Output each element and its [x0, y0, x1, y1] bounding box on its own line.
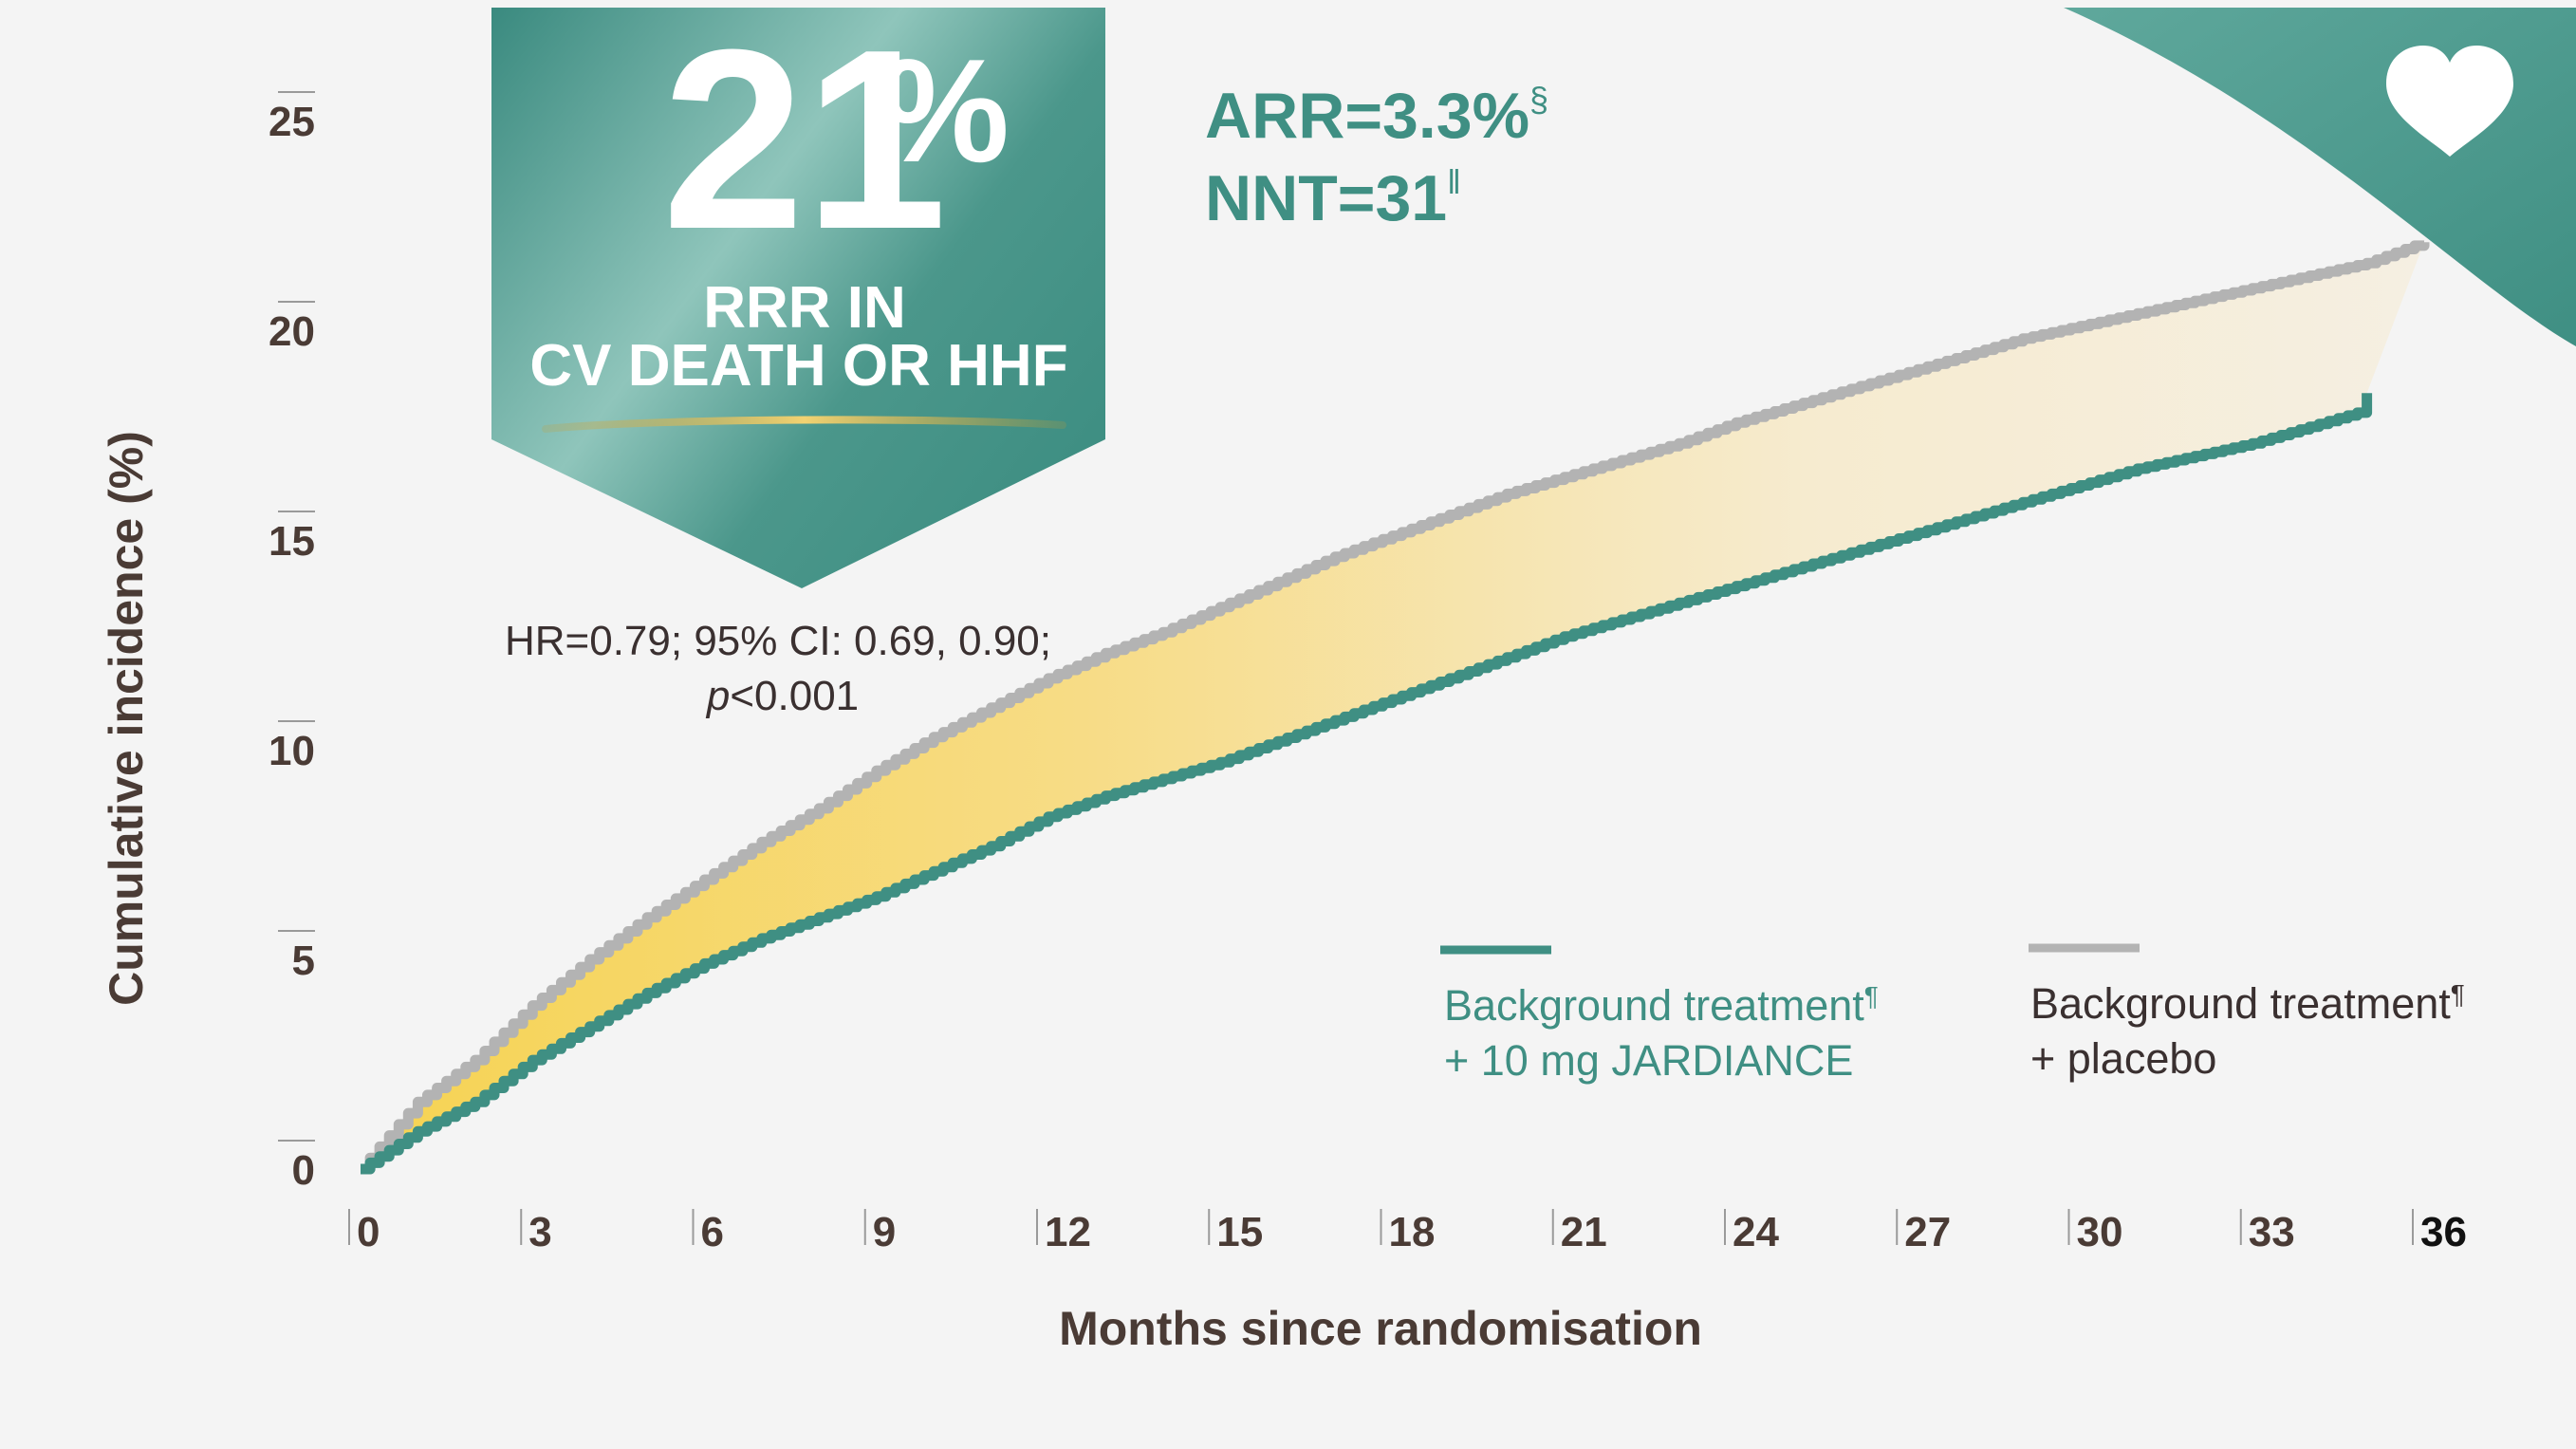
difference-band	[361, 242, 2424, 1169]
y-tick-label: 0	[292, 1147, 315, 1194]
legend-jardiance-line1: Background treatment	[1444, 981, 1864, 1030]
legend-placebo-footnote: ¶	[2451, 979, 2465, 1009]
y-tick-label: 10	[269, 728, 315, 774]
x-axis-title: Months since randomisation	[1059, 1302, 1702, 1355]
legend-placebo-line2: + placebo	[2030, 1034, 2216, 1083]
legend-jardiance-line2: + 10 mg JARDIANCE	[1444, 1036, 1853, 1085]
x-tick-label: 6	[701, 1209, 724, 1255]
x-tick-label: 18	[1389, 1209, 1436, 1255]
series-line-jardiance	[361, 390, 2373, 1175]
y-axis-title: Cumulative incidence (%)	[100, 431, 153, 1006]
x-tick-label: 3	[528, 1209, 551, 1255]
rrr-banner	[491, 8, 1105, 588]
x-tick-label: 36	[2420, 1209, 2467, 1255]
nnt-footnote: ‖	[1447, 162, 1461, 201]
heart-icon	[2386, 46, 2513, 157]
y-tick-label: 15	[269, 518, 315, 565]
x-axis: 0 3 6 9 12 15 18 21 24 27 30 33 36	[348, 1209, 2467, 1255]
x-tick-label: 12	[1045, 1209, 1091, 1255]
nnt-value: NNT=31	[1205, 162, 1447, 234]
series-line-placebo	[361, 240, 2430, 1175]
x-tick-label: 15	[1216, 1209, 1263, 1255]
y-axis: 0 5 10 15 20 25	[269, 91, 315, 1194]
x-tick-label: 9	[873, 1209, 896, 1255]
p-symbol: p	[705, 673, 730, 719]
p-value: p<0.001	[705, 673, 859, 719]
legend-jardiance-footnote: ¶	[1864, 981, 1879, 1011]
legend-label-jardiance: Background treatment¶	[1444, 981, 1879, 1030]
x-tick-label: 21	[1561, 1209, 1607, 1255]
y-tick-label: 25	[269, 99, 315, 145]
x-tick-label: 33	[2249, 1209, 2295, 1255]
gold-underline	[542, 416, 1066, 433]
x-tick-label: 24	[1733, 1209, 1779, 1255]
y-tick-label: 5	[292, 938, 315, 984]
hazard-ratio: HR=0.79; 95% CI: 0.69, 0.90;	[505, 618, 1051, 664]
rrr-label-line1: RRR IN	[703, 275, 906, 341]
arr-stat: ARR=3.3%§	[1205, 80, 1548, 152]
nnt-stat: NNT=31‖	[1205, 162, 1461, 234]
rrr-percent-sign: %	[879, 28, 1010, 193]
x-tick-label: 30	[2077, 1209, 2123, 1255]
arr-footnote: §	[1529, 80, 1548, 119]
y-tick-label: 20	[269, 308, 315, 355]
rrr-big-number: 21	[662, 0, 947, 283]
x-tick-label: 27	[1904, 1209, 1951, 1255]
arr-value: ARR=3.3%	[1205, 80, 1529, 152]
legend-placebo-line1: Background treatment	[2030, 979, 2451, 1028]
p-number: <0.001	[730, 673, 859, 719]
legend-label-placebo: Background treatment¶	[2030, 979, 2465, 1028]
x-tick-label: 0	[357, 1209, 380, 1255]
rrr-label-line2: CV DEATH OR HHF	[529, 333, 1067, 399]
